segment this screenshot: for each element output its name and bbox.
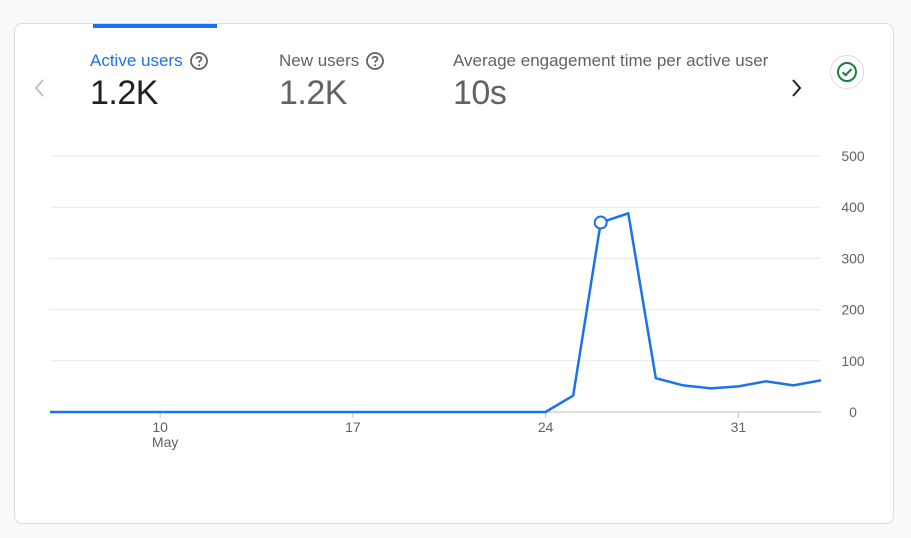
chevron-left-icon [34, 79, 44, 97]
y-tick-label: 100 [841, 353, 865, 369]
y-tick-label: 500 [841, 148, 865, 164]
metric-label: Active users [90, 51, 183, 70]
x-tick-sublabel: May [152, 434, 178, 450]
prev-metric-button[interactable] [25, 74, 53, 102]
metric-value: 10s [453, 74, 507, 112]
y-tick-label: 300 [841, 250, 865, 266]
status-check-button[interactable] [830, 55, 864, 89]
y-tick-label: 400 [841, 199, 865, 215]
metrics-card: Active users 1.2K New users 1.2 [14, 23, 894, 524]
highlighted-point[interactable] [593, 215, 608, 230]
metric-tab-avg-engagement[interactable]: Average engagement time per active user … [451, 48, 778, 118]
help-circle-icon[interactable] [365, 51, 385, 71]
help-circle-icon[interactable] [189, 51, 209, 71]
metric-tab-active-users[interactable]: Active users 1.2K [90, 51, 209, 113]
x-tick-label: 31 [731, 419, 747, 435]
y-tick-label: 200 [841, 302, 865, 318]
chevron-right-icon [792, 79, 802, 97]
metric-label: Average engagement time per active user [453, 51, 769, 70]
series-line [50, 212, 822, 414]
check-circle-icon [837, 62, 857, 82]
x-tick-label: 24 [538, 419, 554, 435]
y-tick-label: 0 [849, 404, 857, 420]
metric-label: New users [279, 51, 360, 70]
metric-value: 1.2K [279, 74, 347, 112]
x-tick-label: 17 [345, 419, 361, 435]
active-tab-indicator [93, 24, 217, 28]
next-metric-button[interactable] [783, 74, 811, 102]
metric-value: 1.2K [90, 74, 158, 112]
x-tick-label: 10 [152, 419, 168, 435]
metric-tab-new-users[interactable]: New users 1.2K [279, 51, 385, 113]
